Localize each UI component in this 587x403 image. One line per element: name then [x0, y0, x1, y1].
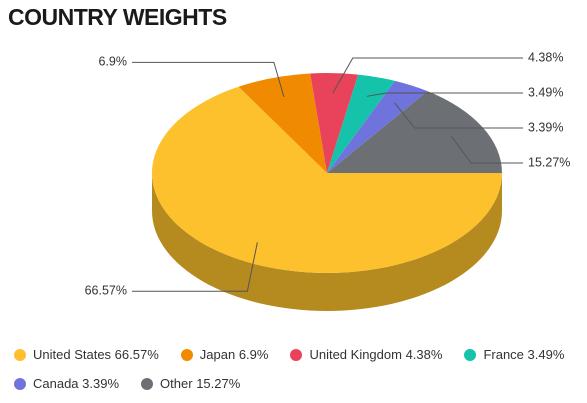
legend-value: 15.27% [196, 376, 241, 391]
legend-text: Other 15.27% [160, 376, 240, 391]
data-label: 15.27% [528, 155, 570, 169]
legend-text: France 3.49% [483, 347, 564, 362]
leader-line [450, 135, 523, 164]
data-label: 3.49% [528, 85, 563, 99]
legend-item[interactable]: Japan 6.9% [180, 347, 269, 362]
legend-text: United Kingdom 4.38% [309, 347, 442, 362]
legend-swatch [464, 348, 477, 361]
pie-slice [327, 91, 502, 173]
legend-label: Canada [33, 376, 79, 391]
legend-item[interactable]: Canada 3.39% [14, 376, 119, 391]
legend-label: United States [33, 347, 112, 362]
legend-text: Canada 3.39% [33, 376, 119, 391]
legend-swatch [290, 348, 303, 361]
legend-label: Japan [199, 347, 236, 362]
legend-text: United States 66.57% [33, 347, 159, 362]
legend-item[interactable]: United Kingdom 4.38% [290, 347, 442, 362]
leader-line [394, 102, 523, 129]
legend-value: 3.49% [527, 347, 565, 362]
pie-slice [151, 86, 502, 273]
leader-line [332, 57, 523, 94]
data-label: 4.38% [528, 50, 563, 64]
legend-value: 6.9% [238, 347, 269, 362]
pie-slice [310, 73, 359, 173]
pie-slice [327, 80, 428, 173]
data-label: 66.57% [85, 284, 127, 298]
leader-line [132, 242, 258, 292]
legend-swatch [14, 377, 26, 390]
legend-item[interactable]: France 3.49% [464, 347, 564, 362]
pie-slice [238, 73, 327, 173]
data-label: 6.9% [99, 55, 128, 69]
legend-value: 66.57% [114, 347, 159, 362]
pie-side [152, 173, 502, 311]
data-label: 3.39% [528, 120, 563, 134]
pie-slice [327, 74, 395, 173]
leader-line [366, 92, 523, 97]
legend-text: Japan 6.9% [200, 347, 269, 362]
chart-title: COUNTRY WEIGHTS [8, 4, 227, 30]
legend-item[interactable]: Other 15.27% [141, 376, 240, 391]
legend-swatch [180, 348, 193, 361]
legend-swatch [141, 377, 154, 390]
legend-value: 3.39% [82, 376, 120, 391]
legend-label: United Kingdom [309, 347, 402, 362]
legend-swatch [14, 348, 26, 361]
legend-label: France [483, 347, 524, 362]
leader-line [132, 61, 285, 98]
legend-label: Other [160, 376, 193, 391]
legend-value: 4.38% [405, 347, 443, 362]
legend: United States 66.57% Japan 6.9% United Kin… [14, 347, 584, 391]
pie-area: 66.57% 6.9% 4.38% 3.49% 3.39% 15.27% [85, 50, 570, 311]
legend-item[interactable]: United States 66.57% [14, 347, 159, 362]
